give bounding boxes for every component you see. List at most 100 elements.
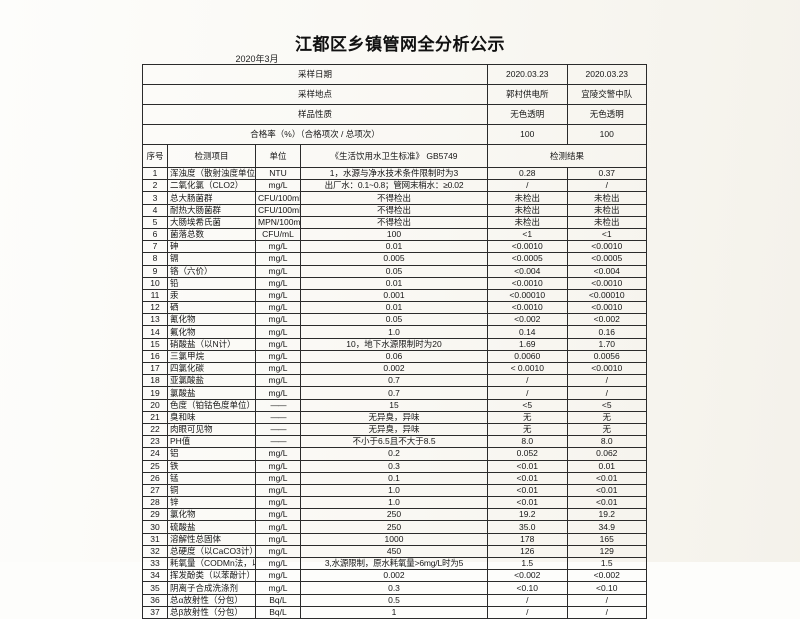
row-index: 34: [142, 569, 168, 583]
row-result-2: <0.0010: [566, 240, 648, 254]
row-result-2: 0.01: [566, 459, 648, 473]
row-index: 25: [142, 459, 168, 473]
row-item-name: 色度（铂钴色度单位）: [167, 398, 256, 412]
row-index: 14: [142, 325, 168, 339]
row-result-2: 未检出: [566, 203, 648, 217]
row-index: 24: [142, 447, 168, 461]
row-result-2: <0.01: [566, 483, 648, 498]
row-result-1: <0.01: [487, 459, 568, 473]
table-row: 21 臭和味 —— 无异臭，异味无无: [142, 410, 648, 424]
row-result-1: <5: [487, 398, 568, 412]
row-index: 3: [142, 191, 168, 205]
row-standard: 0.002: [299, 569, 489, 583]
row-result-1: /: [487, 605, 568, 619]
row-unit: CFU/100mL: [255, 191, 301, 205]
row-item-name: 氯酸盐: [167, 386, 256, 400]
row-unit: mg/L: [255, 544, 301, 559]
row-result-1: <0.01: [487, 483, 568, 498]
row-result-2: <0.00010: [566, 288, 648, 303]
row-result-2: 无: [566, 422, 648, 437]
table-row: 29 氯化物 mg/L 250 19.2 19.2: [142, 508, 648, 522]
row-item-name: 铁: [167, 459, 256, 473]
row-result-2: 未检出: [566, 191, 648, 205]
row-result-1: 126: [487, 544, 568, 559]
table-row: 28 锌 mg/L 1.0 <0.01 <0.01: [142, 496, 648, 510]
meta-value: 无色透明: [566, 104, 648, 125]
table-row: 32 总硬度（以CaCO3计） mg/L 450 126 129: [142, 544, 648, 559]
row-standard: 3,水源限制，原水耗氧量>6mg/L时为5: [299, 556, 489, 571]
row-standard: 1.0: [299, 496, 489, 510]
row-standard: 不得检出: [299, 215, 489, 229]
row-result-1: 未检出: [487, 191, 568, 205]
row-index: 4: [142, 203, 168, 217]
row-unit: mg/L: [255, 471, 301, 485]
row-result-2: 8.0: [566, 435, 648, 449]
row-item-name: 汞: [167, 288, 256, 303]
row-index: 20: [142, 398, 168, 412]
row-unit: mg/L: [255, 459, 301, 473]
row-standard: 0.005: [299, 252, 489, 266]
column-header-unit: 单位: [255, 144, 301, 168]
row-unit: mg/L: [255, 532, 301, 546]
row-result-1: <0.0005: [487, 252, 568, 266]
row-result-1: <0.10: [487, 581, 568, 595]
table-row: 17 四氯化碳 mg/L 0.002 < 0.0010 <0.0010: [142, 361, 648, 376]
table-row: 20 色度（铂钴色度单位） —— 15 <5 <5: [142, 398, 648, 412]
row-result-1: < 0.0010: [487, 361, 568, 376]
table-row: 12 硒 mg/L 0.01 <0.0010 <0.0010: [142, 301, 648, 315]
row-unit: mg/L: [255, 386, 301, 400]
row-result-2: 165: [566, 532, 648, 546]
table-row: 18 亚氯酸盐 mg/L 0.7//: [142, 374, 648, 388]
row-unit: MPN/100mL: [255, 215, 301, 229]
row-item-name: 臭和味: [167, 410, 256, 424]
document-sheet: 江都区乡镇管网全分析公示 2020年3月 采样日期 2020.03.23 2020.…: [141, 35, 648, 619]
row-standard: 0.2: [299, 447, 489, 461]
row-item-name: 耐热大肠菌群: [167, 203, 256, 217]
table-row: 25 铁 mg/L 0.3 <0.01 0.01: [142, 459, 648, 473]
page-title: 江都区乡镇管网全分析公示: [295, 35, 505, 54]
row-standard: 1: [299, 605, 489, 619]
row-item-name: 总硬度（以CaCO3计）: [167, 544, 256, 559]
row-result-1: 未检出: [487, 203, 568, 217]
row-result-2: <0.0010: [566, 361, 648, 376]
row-item-name: 氰化物: [167, 313, 256, 327]
row-result-1: <0.0010: [487, 276, 568, 290]
row-index: 32: [142, 544, 168, 559]
meta-label: 采样日期: [141, 64, 489, 85]
row-result-2: <1: [566, 227, 648, 242]
row-result-1: 0.0060: [487, 349, 568, 364]
meta-label: 合格率（%）（合格项次 / 总项次）: [141, 124, 489, 145]
row-standard: 0.5: [299, 593, 489, 607]
row-standard: 0.1: [299, 471, 489, 485]
row-item-name: 浑浊度（散射浊度单位）: [167, 166, 256, 181]
row-item-name: 溶解性总固体: [167, 532, 256, 546]
row-standard: 15: [299, 398, 489, 412]
row-index: 1: [142, 166, 168, 181]
meta-row: 样品性质 无色透明 无色透明: [141, 104, 648, 125]
row-standard: 250: [299, 508, 489, 522]
row-standard: 出厂水：0.1~0.8；管网末梢水：≥0.02: [299, 179, 489, 193]
row-index: 33: [142, 556, 168, 571]
row-index: 26: [142, 471, 168, 485]
row-result-2: 1.5: [566, 556, 648, 571]
row-standard: 无异臭，异味: [299, 410, 489, 424]
row-result-1: <0.0010: [487, 301, 568, 315]
row-unit: mg/L: [255, 313, 301, 327]
row-result-1: <0.01: [487, 496, 568, 510]
table-row: 30 硫酸盐 mg/L 250 35.0 34.9: [142, 520, 648, 534]
row-result-1: <0.0010: [487, 240, 568, 254]
row-standard: 不小于6.5且不大于8.5: [299, 435, 489, 449]
row-item-name: 二氧化氯（CLO2）: [167, 179, 256, 193]
meta-value: 2020.03.23: [487, 64, 568, 85]
row-item-name: 锰: [167, 471, 256, 485]
row-unit: mg/L: [255, 581, 301, 595]
row-result-1: 1.5: [487, 556, 568, 571]
column-header-item: 检测项目: [167, 144, 256, 168]
row-result-2: <0.002: [566, 569, 648, 583]
row-index: 21: [142, 410, 168, 424]
row-result-2: <5: [566, 398, 648, 412]
row-index: 23: [142, 435, 168, 449]
row-index: 11: [142, 288, 168, 303]
row-index: 30: [142, 520, 168, 534]
